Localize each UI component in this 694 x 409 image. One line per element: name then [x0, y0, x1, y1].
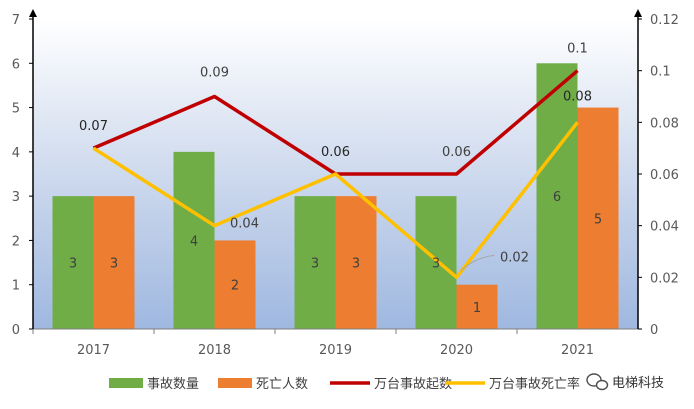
- line-label-万台事故起数-2020: 0.06: [442, 145, 471, 160]
- y-left-tick-0: 0: [12, 323, 20, 338]
- watermark-text: 电梯科技: [612, 376, 664, 391]
- bar-label-事故数量-2021: 6: [553, 190, 561, 205]
- x-tick-2017: 2017: [77, 343, 110, 358]
- y-left-tick-1: 1: [12, 279, 20, 294]
- line-label-万台事故起数-2017: 0.07: [79, 119, 108, 134]
- bar-label-死亡人数-2018: 2: [231, 279, 239, 294]
- wechat-icon-bubble-small: [595, 379, 609, 391]
- x-tick-2021: 2021: [561, 343, 594, 358]
- line-label-万台事故死亡率-2021: 0.08: [563, 89, 592, 104]
- line-label-万台事故死亡率-2020: 0.02: [500, 250, 529, 265]
- legend-label-万台事故起数: 万台事故起数: [374, 377, 452, 392]
- x-tick-2020: 2020: [440, 343, 473, 358]
- y-left-tick-3: 3: [12, 190, 20, 205]
- legend-swatch-死亡人数: [218, 378, 252, 388]
- bar-事故数量-2018: [173, 151, 215, 329]
- legend-label-万台事故死亡率: 万台事故死亡率: [489, 376, 580, 392]
- y-right-tick-0.02: 0.02: [650, 271, 679, 286]
- bar-死亡人数-2017: [93, 196, 135, 329]
- bar-事故数量-2019: [294, 196, 336, 329]
- watermark-bg: [582, 370, 692, 394]
- y-right-tick-0.12: 0.12: [650, 13, 679, 28]
- bar-事故数量-2021: [536, 63, 578, 330]
- y-axis-left-arrow: [29, 9, 37, 17]
- legend-swatch-事故数量: [109, 378, 143, 388]
- bar-死亡人数-2021: [577, 107, 619, 329]
- y-left-tick-6: 6: [12, 57, 20, 72]
- y-right-tick-0: 0: [650, 323, 658, 338]
- bar-label-事故数量-2018: 4: [190, 234, 198, 249]
- bar-label-死亡人数-2019: 3: [352, 257, 360, 272]
- bar-死亡人数-2018: [214, 240, 256, 329]
- bar-label-事故数量-2017: 3: [69, 257, 77, 272]
- line-label-万台事故起数-2021: 0.1: [567, 42, 588, 57]
- x-tick-2018: 2018: [198, 343, 231, 358]
- bar-死亡人数-2019: [335, 196, 377, 329]
- line-label-万台事故起数-2019: 0.06: [321, 145, 350, 160]
- bar-死亡人数-2020: [456, 284, 498, 329]
- y-left-tick-5: 5: [12, 102, 20, 117]
- y-axis-right-arrow: [634, 9, 642, 17]
- bar-label-事故数量-2020: 3: [432, 257, 440, 272]
- y-right-tick-0.08: 0.08: [650, 116, 679, 131]
- wechat-icon: [586, 373, 609, 391]
- bar-label-事故数量-2019: 3: [311, 257, 319, 272]
- bar-事故数量-2017: [52, 196, 94, 329]
- y-right-tick-0.1: 0.1: [650, 65, 671, 80]
- line-label-万台事故起数-2018: 0.09: [200, 66, 229, 81]
- leader-line-2020: [460, 254, 495, 272]
- bar-label-死亡人数-2017: 3: [110, 257, 118, 272]
- legend-label-死亡人数: 死亡人数: [256, 377, 308, 392]
- y-left-tick-2: 2: [12, 234, 20, 249]
- bar-事故数量-2020: [415, 196, 457, 329]
- legend-label-事故数量: 事故数量: [147, 377, 199, 392]
- bar-label-死亡人数-2020: 1: [473, 301, 481, 316]
- y-left-tick-7: 7: [12, 13, 20, 28]
- y-right-tick-0.04: 0.04: [650, 220, 679, 235]
- x-tick-2019: 2019: [319, 343, 352, 358]
- line-label-万台事故死亡率-2018: 0.04: [230, 217, 259, 232]
- bar-label-死亡人数-2021: 5: [594, 212, 602, 227]
- y-right-tick-0.06: 0.06: [650, 168, 679, 183]
- y-left-tick-4: 4: [12, 146, 20, 161]
